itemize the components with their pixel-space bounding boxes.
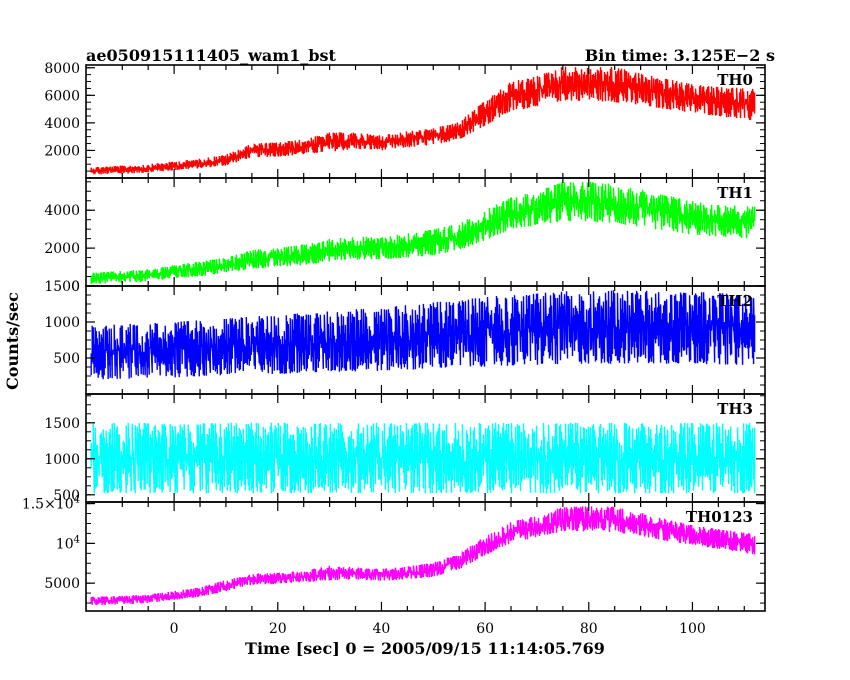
y-tick-label: 104 bbox=[56, 534, 80, 552]
observation-id-title: ae050915111405_wam1_bst bbox=[86, 46, 337, 65]
y-tick-label: 500 bbox=[53, 488, 80, 504]
y-tick-label: 4000 bbox=[44, 116, 80, 132]
panel-label-th1: TH1 bbox=[717, 184, 753, 202]
y-tick-label: 1500 bbox=[44, 416, 80, 432]
x-tick-label: 100 bbox=[679, 621, 706, 637]
y-axis-label: Counts/sec bbox=[3, 292, 22, 390]
x-axis-label: Time [sec] 0 = 2005/09/15 11:14:05.769 bbox=[245, 639, 605, 658]
y-tick-label: 0 bbox=[71, 279, 80, 295]
series-line-th0123 bbox=[90, 506, 756, 606]
series-line-th1 bbox=[90, 181, 756, 284]
y-tick-label: 5000 bbox=[44, 576, 80, 592]
x-tick-label: 40 bbox=[373, 621, 391, 637]
y-tick-label: 1000 bbox=[44, 452, 80, 468]
y-tick-label: 2000 bbox=[44, 143, 80, 159]
series-line-th0 bbox=[90, 66, 756, 175]
panel-label-th3: TH3 bbox=[717, 400, 753, 418]
panel-label-th0: TH0 bbox=[717, 71, 753, 89]
series-line-th2 bbox=[90, 290, 756, 380]
y-tick-label: 2000 bbox=[44, 241, 80, 257]
panel-frame-th0123 bbox=[85, 501, 766, 612]
x-tick-label: 20 bbox=[269, 621, 287, 637]
y-tick-label: 1500 bbox=[44, 279, 80, 295]
y-tick-label: 500 bbox=[53, 351, 80, 367]
x-tick-label: 80 bbox=[580, 621, 598, 637]
y-tick-label: 1.5×104 bbox=[22, 495, 80, 513]
panel-label-th0123: TH0123 bbox=[686, 508, 753, 526]
y-tick-label: 1000 bbox=[44, 315, 80, 331]
series-line-th3 bbox=[90, 422, 756, 494]
y-tick-label: 8000 bbox=[44, 61, 80, 77]
panels-group: 2000400060008000TH0020004000TH1500100015… bbox=[22, 61, 766, 637]
x-tick-label: 60 bbox=[476, 621, 494, 637]
y-tick-label: 4000 bbox=[44, 203, 80, 219]
panel-label-th2: TH2 bbox=[717, 292, 753, 310]
y-tick-label: 6000 bbox=[44, 88, 80, 104]
x-tick-label: 0 bbox=[170, 621, 179, 637]
bin-time-label: Bin time: 3.125E−2 s bbox=[585, 46, 775, 65]
